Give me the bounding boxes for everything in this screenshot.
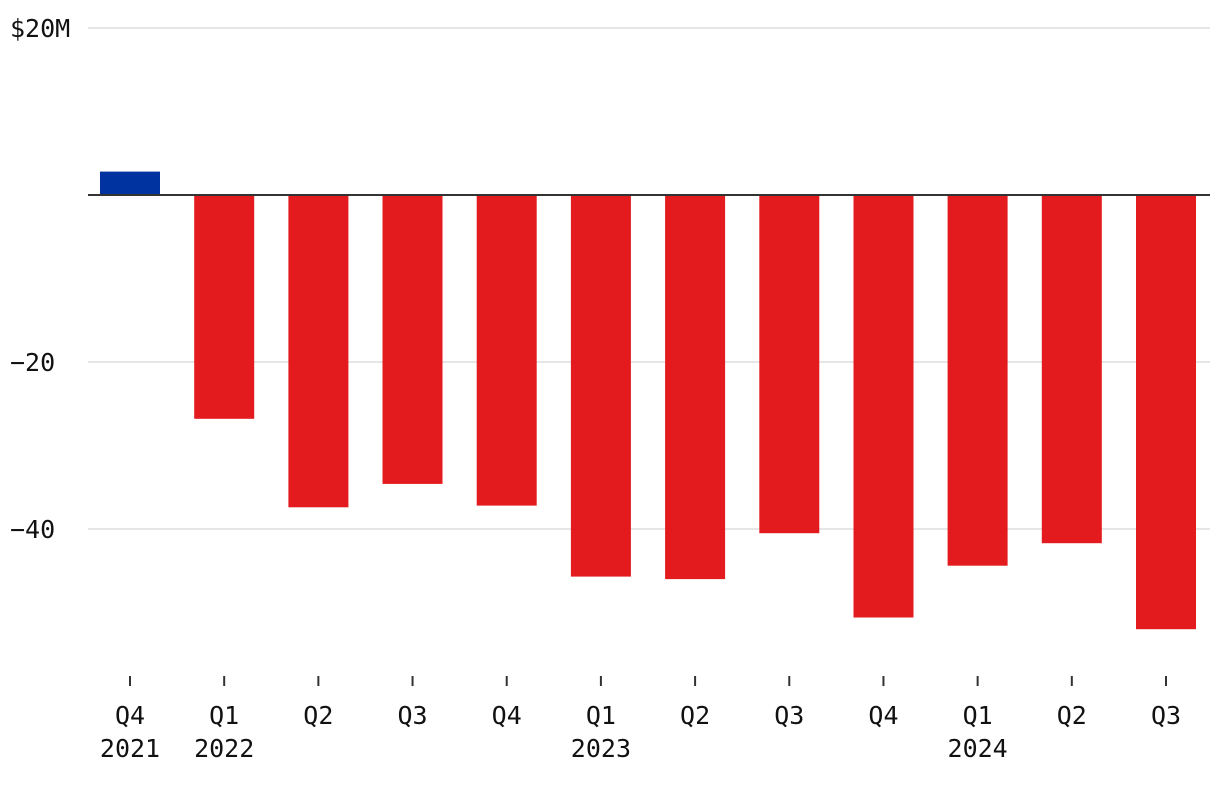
x-tick-label-quarter: Q1: [209, 701, 239, 730]
bar-q3-2022: [382, 195, 443, 484]
x-tick-label-quarter: Q3: [774, 701, 804, 730]
bar-q4-2023: [853, 195, 914, 618]
x-tick-label-quarter: Q3: [1151, 701, 1181, 730]
x-tick-label-quarter: Q1: [586, 701, 616, 730]
x-tick-label-year: 2024: [948, 734, 1008, 763]
y-tick-label: $20M: [10, 14, 70, 43]
bar-q1-2023: [570, 195, 631, 577]
bar-q3-2023: [759, 195, 820, 534]
bar-q2-2023: [665, 195, 726, 580]
bars: [100, 171, 1196, 630]
bar-q1-2024: [947, 195, 1008, 566]
bar-q2-2024: [1041, 195, 1102, 544]
x-tick-label-quarter: Q2: [1057, 701, 1087, 730]
bar-q1-2022: [194, 195, 255, 419]
x-tick-label-year: 2021: [100, 734, 160, 763]
x-tick-label-year: 2023: [571, 734, 631, 763]
bar-q3-2024: [1136, 195, 1196, 630]
x-tick-label-quarter: Q2: [680, 701, 710, 730]
x-tick-label-quarter: Q3: [397, 701, 427, 730]
x-tick-label-quarter: Q4: [868, 701, 898, 730]
bar-q2-2022: [288, 195, 349, 508]
y-axis-tick-labels: $20M −20 −40: [10, 14, 70, 544]
x-tick-label-quarter: Q4: [115, 701, 145, 730]
y-tick-label: −20: [10, 348, 55, 377]
x-tick-label-quarter: Q1: [963, 701, 993, 730]
bar-q4-2022: [476, 195, 537, 506]
y-tick-label: −40: [10, 515, 55, 544]
x-tick-label-year: 2022: [194, 734, 254, 763]
x-tick-label-quarter: Q2: [303, 701, 333, 730]
x-axis: Q4 2021 Q1 2022 Q2 Q3 Q4 Q1 2023 Q2 Q3 Q4 Q1 2024 Q2 Q3: [100, 676, 1181, 763]
bar-q4-2021: [100, 171, 160, 195]
x-tick-label-quarter: Q4: [492, 701, 522, 730]
gridlines: [88, 27, 1210, 530]
